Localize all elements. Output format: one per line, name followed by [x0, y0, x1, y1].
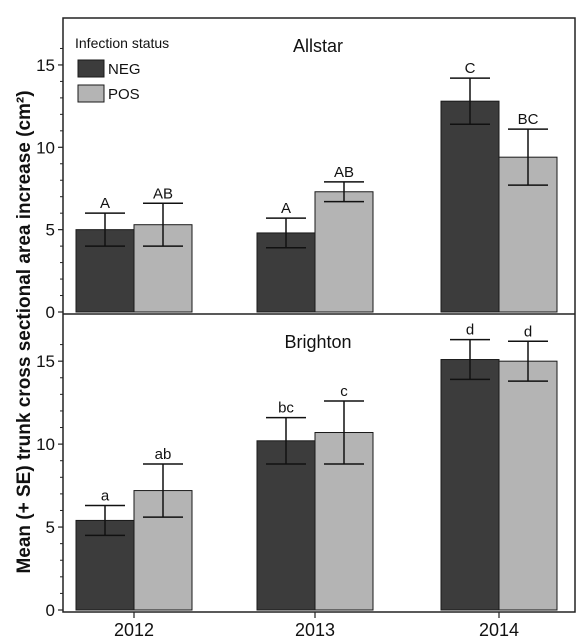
panel-title: Brighton: [284, 332, 351, 352]
bar-neg-2014: [440, 100, 500, 313]
legend-label-pos: POS: [108, 86, 140, 103]
significance-letter: c: [340, 383, 348, 400]
y-tick-label: 5: [46, 221, 55, 240]
significance-letter: C: [465, 60, 476, 77]
significance-letter: a: [101, 487, 110, 504]
x-axis: 2012 2013 2014: [114, 612, 519, 640]
bar-pos-2013: [314, 191, 374, 313]
significance-letter: A: [281, 200, 291, 217]
y-tick-label: 10: [36, 435, 55, 454]
y-tick-label: 0: [46, 601, 55, 620]
panel-allstar: Allstar 0 5 10 15 A A C AB AB BC: [36, 36, 558, 322]
significance-letter: d: [466, 322, 474, 339]
bar-pos-2014: [498, 360, 558, 611]
legend-title: Infection status: [75, 35, 169, 51]
legend-swatch-neg: [77, 59, 105, 78]
bar-neg-2014: [440, 359, 500, 611]
legend: Infection status NEG POS: [75, 35, 169, 103]
y-tick-label: 0: [46, 303, 55, 322]
x-tick-label: 2013: [295, 620, 335, 640]
significance-letter: AB: [153, 185, 173, 202]
significance-letter: ab: [155, 446, 172, 463]
significance-letter: bc: [278, 400, 294, 417]
legend-swatch-pos: [77, 84, 105, 103]
significance-letter: A: [100, 195, 110, 212]
x-tick-label: 2014: [479, 620, 519, 640]
panel-title: Allstar: [293, 36, 343, 56]
plot-border: [62, 17, 576, 613]
y-tick-label: 15: [36, 352, 55, 371]
y-axis-label: Mean (+ SE) trunk cross sectional area i…: [14, 90, 35, 573]
y-tick-label: 10: [36, 138, 55, 157]
significance-letter: d: [524, 323, 532, 340]
y-tick-label: 15: [36, 56, 55, 75]
significance-letter: BC: [518, 111, 539, 128]
bar-neg-2013: [256, 440, 316, 611]
plot-frame: [62, 17, 576, 613]
y-tick-label: 5: [46, 518, 55, 537]
significance-letter: AB: [334, 164, 354, 181]
x-tick-label: 2012: [114, 620, 154, 640]
legend-label-neg: NEG: [108, 61, 141, 78]
